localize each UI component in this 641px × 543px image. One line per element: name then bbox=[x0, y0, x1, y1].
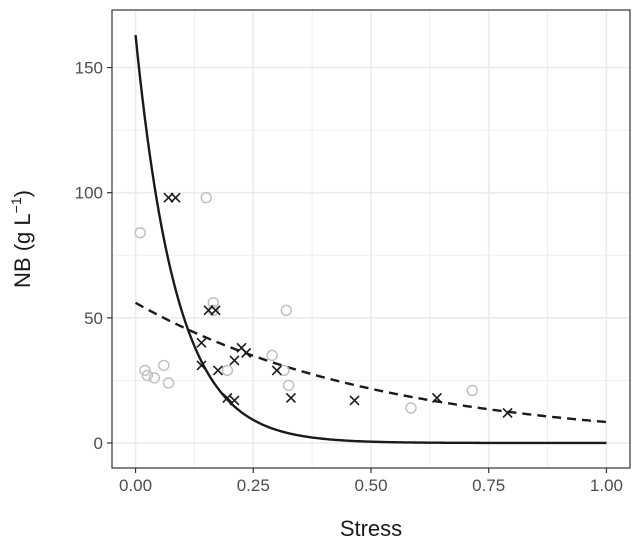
y-axis-title-close: ) bbox=[10, 190, 35, 197]
data-point-cross bbox=[229, 355, 240, 366]
fit-curves bbox=[134, 34, 607, 445]
data-point-circle bbox=[221, 364, 234, 377]
data-point-circle bbox=[466, 384, 478, 397]
data-point-cross bbox=[170, 192, 181, 203]
x-tick-label: 1.00 bbox=[590, 476, 623, 495]
x-tick-label: 0.75 bbox=[472, 476, 505, 495]
data-point-circle bbox=[148, 372, 161, 384]
x-tick-label: 0.50 bbox=[354, 476, 387, 495]
y-axis-title-main: NB (g L bbox=[10, 213, 35, 288]
data-point-cross bbox=[196, 337, 207, 348]
data-point-circle bbox=[266, 349, 278, 362]
data-point-cross bbox=[210, 305, 221, 316]
data-point-cross bbox=[229, 395, 240, 406]
y-axis-title-sup: −1 bbox=[8, 197, 24, 213]
y-tick-label: 0 bbox=[94, 434, 103, 453]
axis-ticks: 0.00 0.25 0.50 0.75 1.00 0 50 100 150 bbox=[75, 59, 623, 495]
y-tick-label: 50 bbox=[84, 309, 103, 328]
y-tick-label: 150 bbox=[75, 59, 103, 78]
fit-curve-solid bbox=[134, 34, 607, 445]
y-tick-label: 100 bbox=[75, 184, 103, 203]
data-point-cross bbox=[241, 347, 252, 358]
data-point-cross bbox=[212, 365, 224, 376]
data-point-circle bbox=[282, 379, 295, 392]
grid-lines bbox=[112, 10, 630, 468]
data-point-circle bbox=[162, 377, 175, 389]
data-point-circle bbox=[141, 369, 154, 382]
x-axis-title: Stress bbox=[340, 516, 402, 541]
data-point-circle bbox=[134, 227, 146, 239]
data-point-circle bbox=[158, 359, 170, 372]
y-axis-title: NB (g L−1) bbox=[8, 190, 35, 288]
data-point-circle bbox=[405, 402, 417, 414]
data-points bbox=[134, 192, 513, 419]
x-tick-label: 0.25 bbox=[237, 476, 270, 495]
data-point-circle bbox=[200, 192, 212, 204]
data-point-cross bbox=[431, 392, 442, 403]
data-point-cross bbox=[502, 407, 513, 419]
data-point-cross bbox=[222, 392, 233, 403]
data-point-cross bbox=[196, 360, 207, 371]
data-point-cross bbox=[271, 365, 282, 376]
data-point-cross bbox=[349, 395, 360, 406]
data-point-circle bbox=[278, 364, 290, 377]
x-tick-label: 0.00 bbox=[119, 476, 152, 495]
data-point-circle bbox=[280, 304, 292, 317]
data-point-cross bbox=[285, 392, 297, 403]
fit-curve-dashed bbox=[134, 301, 607, 424]
